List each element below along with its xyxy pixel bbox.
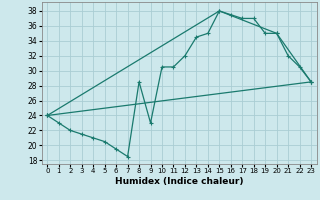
X-axis label: Humidex (Indice chaleur): Humidex (Indice chaleur) <box>115 177 244 186</box>
